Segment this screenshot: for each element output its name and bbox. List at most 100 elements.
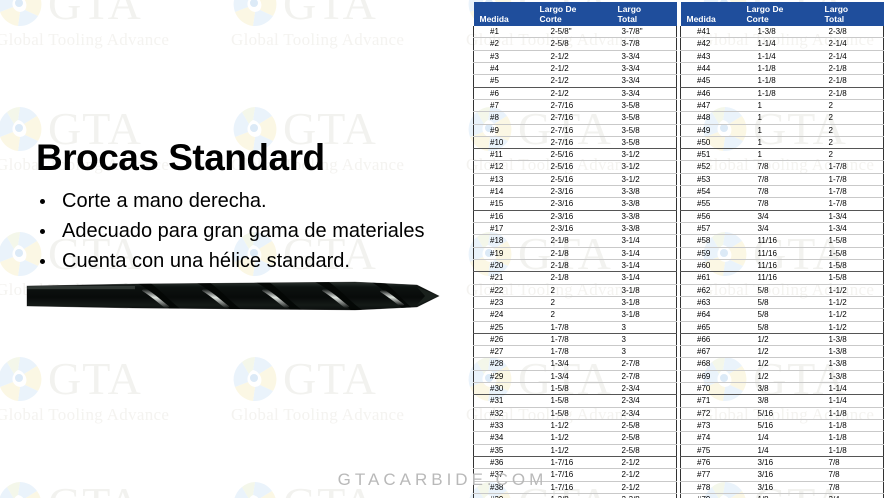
cell-total: 3 [611, 345, 677, 359]
cell-total: 7/8 [818, 456, 884, 470]
cell-corte: 1-5/8 [533, 407, 612, 421]
cell-total: 1-3/4 [818, 222, 884, 236]
cell-medida: #1 [473, 26, 534, 39]
table-row: #32 1-5/8 2-3/4 [473, 407, 677, 421]
cell-total: 1-3/4 [818, 210, 884, 224]
cell-total: 2-3/8 [818, 26, 884, 39]
cell-total: 3 [611, 333, 677, 347]
table-row: #18 2-1/8 3-1/4 [473, 234, 677, 248]
cell-medida: #28 [473, 357, 534, 371]
cell-total: 3-1/4 [611, 259, 677, 273]
cell-medida: #15 [473, 197, 534, 211]
column-header-corte: Largo De Corte [533, 2, 612, 26]
table-row: #391-3/82-3/8 [473, 493, 677, 498]
cell-corte: 1-1/2 [533, 444, 612, 457]
list-item: Corte a mano derecha. [36, 186, 466, 216]
cell-corte: 3/8 [740, 382, 819, 396]
table-row: #13 2-5/16 3-1/2 [473, 173, 677, 187]
cell-medida: #54 [680, 185, 741, 199]
cell-medida: #29 [473, 370, 534, 384]
cell-total: 1-1/8 [818, 407, 884, 421]
table-row: #76 3/16 7/8 [680, 456, 884, 470]
cell-corte: 2 [533, 296, 612, 310]
table-row: #44 1-1/8 2-1/8 [680, 62, 884, 76]
cell-corte: 1-3/4 [533, 357, 612, 371]
cell-medida: #27 [473, 345, 534, 359]
cell-corte: 1 [740, 99, 819, 113]
cell-medida: #63 [680, 296, 741, 310]
cell-medida: #57 [680, 222, 741, 236]
cell-medida: #41 [680, 26, 741, 39]
cell-medida: #56 [680, 210, 741, 224]
cell-total: 3-1/4 [611, 271, 677, 285]
cell-total: 3-7/8 [611, 37, 677, 51]
table-row: #61 11/16 1-5/8 [680, 271, 884, 285]
cell-corte: 1/2 [740, 370, 819, 384]
cell-corte: 1-7/16 [533, 468, 612, 482]
cell-total: 1-5/8 [818, 234, 884, 248]
table-header-row: Medida Largo De Corte Largo Total [473, 2, 677, 26]
cell-medida: #77 [680, 468, 741, 482]
table-row: #17 2-3/16 3-3/8 [473, 222, 677, 236]
cell-medida: #14 [473, 185, 534, 199]
cell-medida: #11 [473, 148, 534, 162]
cell-medida: #72 [680, 407, 741, 421]
cell-corte: 3/4 [740, 210, 819, 224]
cell-medida: #79 [680, 493, 741, 498]
column-header-medida: Medida [473, 2, 534, 26]
table-row: #791/83/4 [680, 493, 884, 498]
cell-corte: 11/16 [740, 247, 819, 260]
cell-total: 2-3/4 [611, 407, 677, 421]
column-header-medida-bottom: Medida [479, 13, 509, 24]
cell-total: 1-1/2 [818, 308, 884, 322]
column-header-corte-top: Largo De [746, 4, 784, 14]
table-row: #48 1 2 [680, 111, 884, 125]
table-row: #65 5/8 1-1/2 [680, 321, 884, 334]
cell-total: 1-7/8 [818, 160, 884, 174]
cell-medida: #16 [473, 210, 534, 224]
cell-medida: #7 [473, 99, 534, 113]
cell-medida: #37 [473, 468, 534, 482]
cell-medida: #13 [473, 173, 534, 187]
cell-corte: 3/16 [740, 468, 819, 482]
table-row: #3 2-1/2 3-3/4 [473, 50, 677, 63]
cell-total: 2-1/8 [818, 62, 884, 76]
cell-total: 3-5/8 [611, 124, 677, 137]
cell-medida: #30 [473, 382, 534, 396]
cell-corte: 11/16 [740, 234, 819, 248]
cell-total: 1-7/8 [818, 185, 884, 199]
cell-total: 1-5/8 [818, 271, 884, 285]
cell-corte: 2-7/16 [533, 111, 612, 125]
cell-corte: 1 [740, 111, 819, 125]
cell-corte: 2-7/16 [533, 136, 612, 150]
table-row: #35 1-1/2 2-5/8 [473, 444, 677, 457]
cell-medida: #25 [473, 321, 534, 334]
cell-corte: 3/8 [740, 394, 819, 408]
cell-medida: #62 [680, 284, 741, 297]
cell-corte: 5/16 [740, 419, 819, 433]
cell-total: 3-1/8 [611, 308, 677, 322]
cell-total: 1-1/4 [818, 394, 884, 408]
cell-total: 3-1/8 [611, 296, 677, 310]
table-row: #5 2-1/2 3-3/4 [473, 74, 677, 88]
table-row: #11 2-5/16 3-1/2 [473, 148, 677, 162]
cell-total: 2 [818, 136, 884, 150]
cell-medida: #9 [473, 124, 534, 137]
cell-medida: #35 [473, 444, 534, 457]
cell-total: 1-3/8 [818, 333, 884, 347]
cell-corte: 1/4 [740, 431, 819, 445]
cell-corte: 11/16 [740, 259, 819, 273]
cell-medida: #42 [680, 37, 741, 51]
cell-corte: 2-3/16 [533, 197, 612, 211]
cell-total: 3-3/8 [611, 210, 677, 224]
cell-total: 2-1/4 [818, 50, 884, 63]
cell-total: 3-1/4 [611, 234, 677, 248]
cell-corte: 1/8 [740, 493, 819, 498]
table-header: Medida Largo De Corte Largo Total [680, 2, 884, 26]
cell-total: 2 [818, 111, 884, 125]
table-row: #59 11/16 1-5/8 [680, 247, 884, 260]
table-row: #31 1-5/8 2-3/4 [473, 394, 677, 408]
table-row: #51 1 2 [680, 148, 884, 162]
cell-corte: 7/8 [740, 185, 819, 199]
